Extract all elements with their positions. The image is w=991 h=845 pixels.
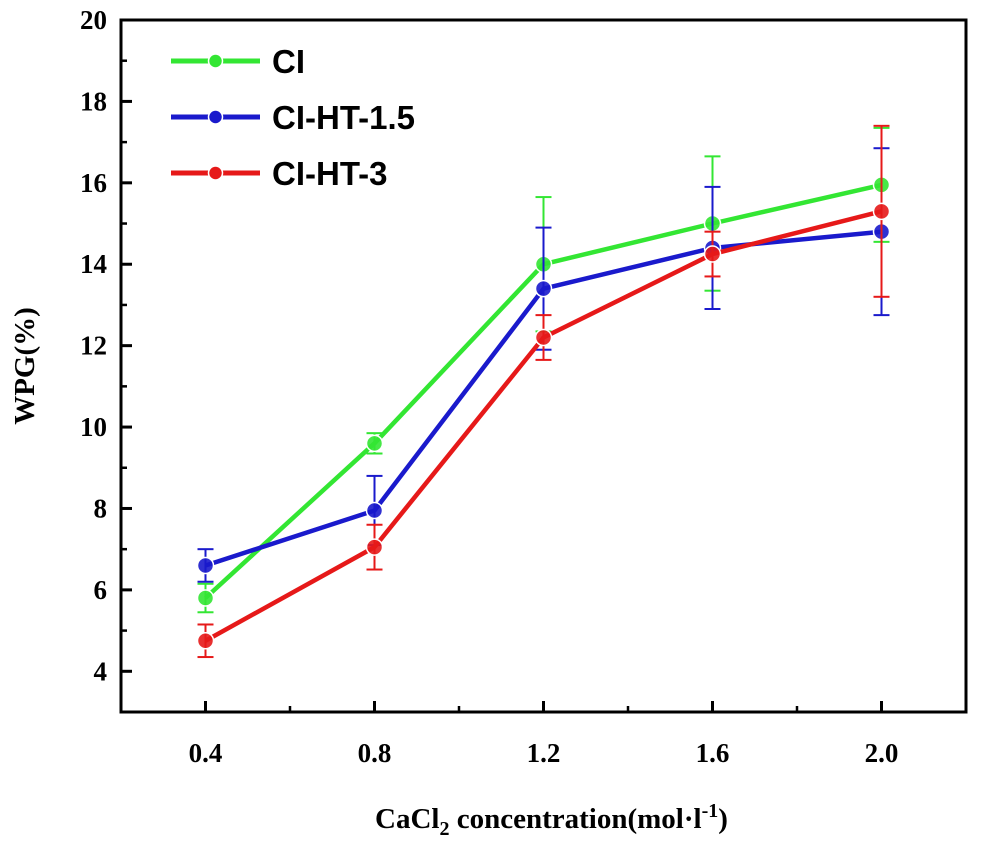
series-ci [196,126,891,614]
data-point [534,328,553,347]
legend-item: CI-HT-1.5 [171,99,415,136]
y-axis-title: WPG(%) [9,307,41,425]
y-tick-label: 18 [80,86,107,116]
y-tick-label: 6 [94,575,108,605]
data-point [872,202,891,221]
legend-label: CI-HT-3 [272,155,388,192]
legend-swatch-marker [207,109,224,125]
data-point [703,245,722,263]
x-axis-title-superscript: -1 [702,800,719,822]
x-tick-label: 0.4 [189,738,223,768]
legend-label: CI-HT-1.5 [272,99,415,136]
legend-label: CI [272,43,305,80]
data-point [534,279,553,298]
data-point [196,589,215,607]
y-tick-label: 10 [80,412,107,442]
x-axis-title-subscript: 2 [440,818,450,840]
data-point [365,501,384,520]
y-tick-label: 12 [80,331,107,361]
plot-frame [119,18,968,714]
legend-item: CI-HT-3 [171,155,388,192]
series-ci-ht-3 [196,124,891,659]
x-tick-label: 2.0 [865,738,899,768]
x-tick-label: 1.6 [696,738,730,768]
y-tick-label: 16 [80,168,107,198]
data-point [196,632,215,650]
x-axis-title: CaCl2 concentration(mol·l-1) [375,800,728,840]
x-axis-title-part2: concentration(mol·l [450,803,702,835]
legend-swatch-marker [207,53,224,69]
data-point [196,556,215,575]
x-tick-label: 1.2 [527,738,561,768]
x-axis-title-part3: ) [718,803,728,835]
x-axis-title-part1: CaCl [375,803,439,835]
x-tick-label: 0.8 [358,738,392,768]
y-tick-label: 4 [94,656,108,686]
y-tick-label: 8 [94,493,108,523]
data-point [365,434,384,453]
legend-item: CI [171,43,305,80]
data-point [365,538,384,556]
y-tick-label: 14 [80,249,107,279]
legend-swatch-marker [207,165,224,181]
y-tick-label: 20 [80,5,107,35]
